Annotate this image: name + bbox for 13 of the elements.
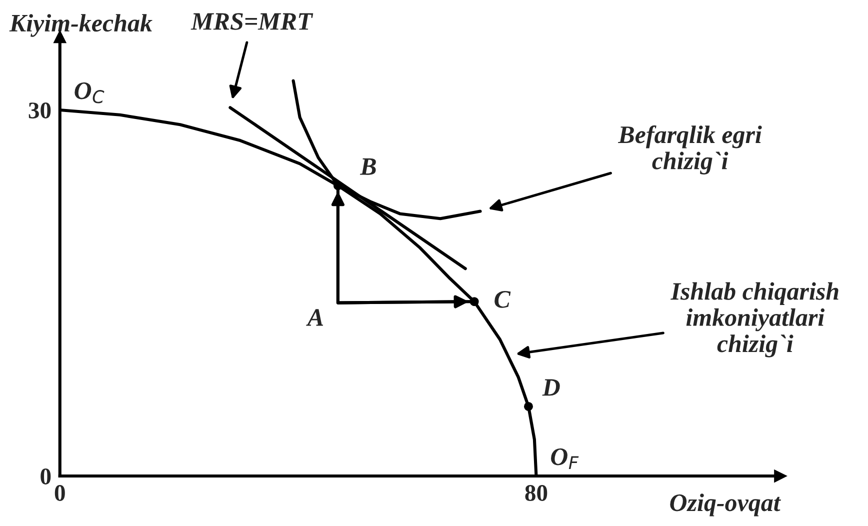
annotation: Befarqlik egri chizig`i bbox=[618, 125, 762, 174]
x-axis-title: Oziq-ovqat bbox=[670, 494, 781, 516]
annotation: O$_{C}$ bbox=[74, 82, 104, 104]
y-tick-label: 30 bbox=[28, 102, 51, 118]
annotation: O$_{F}$ bbox=[551, 448, 579, 470]
annotation: C bbox=[494, 291, 511, 308]
annotation: D bbox=[542, 379, 560, 396]
x-tick-label: 80 bbox=[525, 485, 548, 501]
y-axis-title: Kiyim-kechak bbox=[9, 14, 152, 37]
annotation: Ishlab chiqarish imkoniyatlari chizig`i bbox=[670, 282, 838, 358]
annotation: B bbox=[360, 158, 376, 175]
text: MRS=MRT bbox=[190, 13, 314, 30]
annotation: A bbox=[306, 309, 324, 326]
